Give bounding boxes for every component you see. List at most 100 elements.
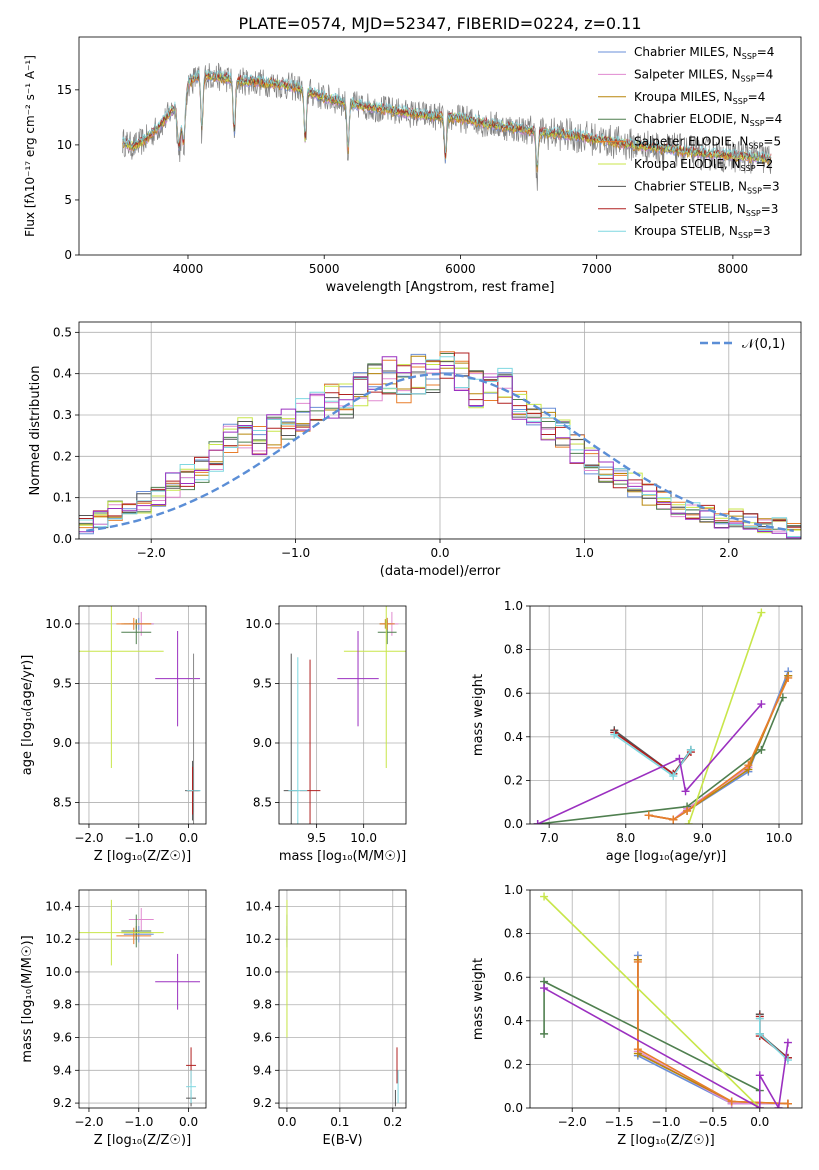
plus-marker [755,1014,764,1023]
x-tick-label: 9.0 [693,831,712,845]
y-tick-label: 1.0 [504,599,523,613]
plot-area [279,606,406,824]
plus-marker [540,984,549,993]
plus-marker [757,700,766,709]
y-tick-label: 9.6 [253,1031,272,1045]
plus-marker [774,1104,783,1108]
plus-marker [669,772,678,781]
y-axis-label: mass weight [471,958,486,1040]
data-point [116,617,152,630]
subplot-6: 0.0 0.1 0.2 9.2 9.4 9.6 9.8 10.0 10.2 10.4 E(B-V) [245,889,407,1148]
y-tick-label: 0.0 [504,817,523,831]
y-tick-label: 0.1 [53,491,72,505]
y-tick-label: 9.4 [253,1063,272,1077]
y-tick-label: 9.6 [53,1031,72,1045]
figure-title: PLATE=0574, MJD=52347, FIBERID=0224, z=0… [238,14,641,33]
y-tick-label: 10.0 [245,965,272,979]
axes-frame [278,605,407,825]
legend-entry: Kroupa MILES, NSSP=4 [634,90,765,106]
subplot-5: −2.0 −1.0 0.0 9.2 9.4 9.6 9.8 10.0 10.2 10.4 Z [lo… [20,889,207,1148]
legend-entry: Kroupa STELIB, NSSP=3 [634,224,771,240]
y-tick-label: 0.3 [53,408,72,422]
x-tick-label: 7.0 [540,831,559,845]
y-tick-label: 9.2 [53,1096,72,1110]
x-tick-label: −1.5 [605,1115,634,1129]
data-point [123,926,154,943]
x-tick-label: 0.1 [330,1115,349,1129]
plus-marker [727,1097,736,1106]
mass-weight-line [543,980,761,1092]
plus-marker [755,1071,764,1080]
mass-weight-line [537,697,784,824]
plot-area [79,890,206,1108]
subplot-1: −2.0 −1.0 0.0 1.0 2.0 0.0 0.1 0.2 0.3 0.4 0.5 (data… [28,321,802,579]
spectrum-data [122,62,772,191]
plot-area [122,62,772,191]
x-tick-label: −0.5 [698,1115,727,1129]
mass-weight-line [648,671,789,821]
x-axis-label: age [log₁₀(age/yr)] [606,849,727,864]
data-point [288,657,308,824]
y-tick-label: 0.6 [504,686,523,700]
plus-marker [540,1029,549,1038]
legend-entry: Chabrier STELIB, NSSP=3 [634,179,780,195]
x-tick-label: 0.0 [277,1115,296,1129]
plus-marker [610,730,619,739]
y-tick-label: 9.8 [253,998,272,1012]
plus-marker [684,820,693,824]
legend-entry: Chabrier ELODIE, NSSP=4 [634,112,782,128]
y-tick-label: 10.4 [245,899,272,913]
y-tick-label: 10.4 [45,899,72,913]
x-tick-label: 10.0 [350,831,377,845]
y-tick-label: 10 [57,138,72,152]
y-axis-label: age [log₁₀(age/yr)] [20,655,35,776]
subplot-3: 9.5 10.0 8.5 9.0 9.5 10.0 mass [log₁₀(M/M☉)] [245,605,407,864]
plus-marker [757,745,766,754]
plus-marker [755,1029,764,1038]
mass-weight-line [687,612,763,824]
axes-frame [278,889,407,1109]
x-tick-label: 5000 [309,262,340,276]
y-tick-label: 9.5 [53,676,72,690]
y-tick-label: 0.4 [504,730,523,744]
legend: Chabrier MILES, NSSP=4 Salpeter MILES, NS… [598,45,782,240]
mass-weight-line [648,675,789,821]
legend-entry: 𝒩(0,1) [742,337,785,352]
mass-weight-line [648,677,789,821]
x-tick-label: −2.0 [74,831,103,845]
plus-marker [669,815,678,824]
subplot-0: 4000 5000 6000 7000 8000 0 5 10 15 wavelength [An… [23,36,802,295]
y-tick-label: 0.0 [504,1101,523,1115]
y-tick-label: 0 [64,248,72,262]
axes-frame [78,889,207,1109]
plus-marker [783,1099,792,1108]
x-axis-label: Z [log₁₀(Z/Z☉)] [94,1133,191,1148]
y-tick-label: 10.2 [245,932,272,946]
x-axis-label: (data-model)/error [380,564,501,579]
axes-frame [529,889,803,1109]
y-tick-label: 8.5 [253,796,272,810]
x-tick-label: 1.0 [575,546,594,560]
x-tick-label: −1.0 [124,831,153,845]
x-tick-label: 4000 [173,262,204,276]
y-tick-label: 9.5 [253,676,272,690]
x-tick-label: 7000 [581,262,612,276]
axes-frame [78,605,207,825]
x-axis-label: wavelength [Angstrom, rest frame] [326,280,555,295]
data-point [128,908,154,931]
x-axis-label: Z [log₁₀(Z/Z☉)] [617,1133,714,1148]
y-tick-label: 0.0 [53,532,72,546]
histogram-series [79,356,801,539]
plus-marker [778,693,787,702]
data-point [121,914,152,948]
legend-entry: Chabrier MILES, NSSP=4 [634,45,774,61]
plot-area [279,890,406,1108]
y-tick-label: 10.0 [245,617,272,631]
y-tick-label: 9.0 [253,736,272,750]
subplot-7: −2.0 −1.5 −1.0 −0.5 0.0 0.0 0.2 0.4 0.6 0.8 1.0 Z [… [471,883,803,1148]
subplot-4: 7.0 8.0 9.0 10.0 0.0 0.2 0.4 0.6 0.8 1.0 age [log₁… [471,599,803,864]
y-axis-label: Normed distribution [28,366,43,496]
y-tick-label: 10.0 [45,965,72,979]
y-tick-label: 9.0 [53,736,72,750]
x-tick-label: −1.0 [651,1115,680,1129]
